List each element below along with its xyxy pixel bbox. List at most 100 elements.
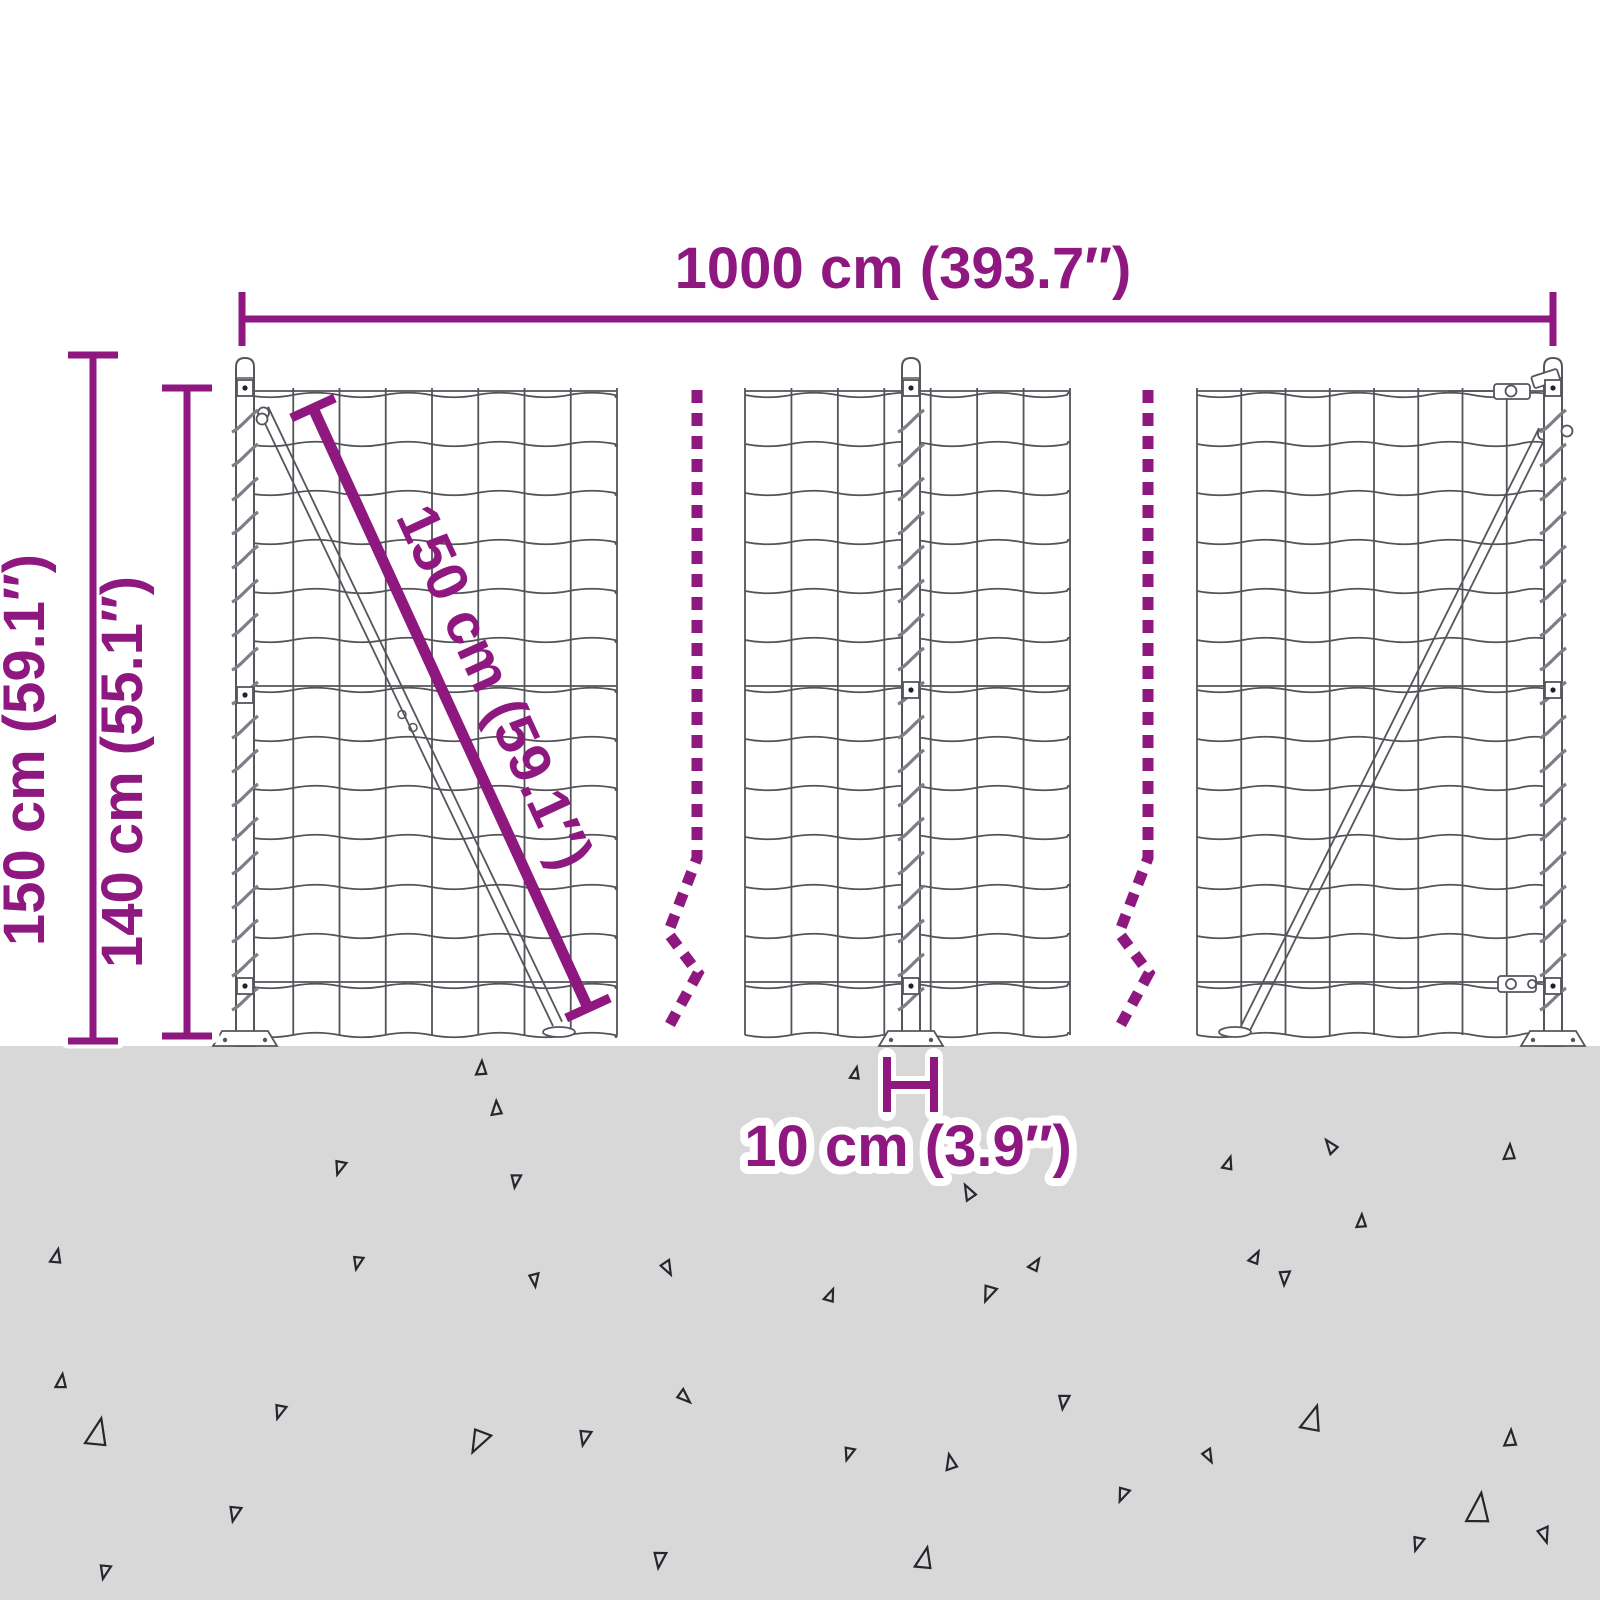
mesh-horizontal-wire bbox=[1196, 686, 1552, 694]
post-spiral-wire bbox=[231, 408, 259, 434]
brace-pole-edge bbox=[267, 406, 563, 1023]
ground-triangle bbox=[335, 1159, 349, 1178]
clamp-bolt bbox=[242, 385, 248, 391]
ground-triangle bbox=[1200, 1446, 1214, 1465]
tensioner-bolt bbox=[1505, 978, 1517, 990]
mesh-panel bbox=[744, 388, 1071, 1039]
dimension-end-tick bbox=[564, 993, 612, 1023]
post-spiral-wire bbox=[897, 578, 925, 604]
mesh-horizontal-wire bbox=[1196, 932, 1552, 940]
diagonal-dimension-line bbox=[308, 405, 593, 1011]
clamp-bolt bbox=[242, 692, 248, 698]
post-spiral-wire bbox=[897, 986, 925, 1012]
mesh-horizontal-wire bbox=[246, 735, 618, 743]
mesh-horizontal-wire bbox=[1196, 735, 1552, 743]
mesh-horizontal-wire bbox=[1196, 1031, 1552, 1039]
mesh-horizontal-wire bbox=[246, 982, 618, 990]
post-spiral-wire bbox=[897, 816, 925, 842]
mesh-horizontal-wire bbox=[246, 489, 618, 497]
ground-triangle bbox=[1535, 1524, 1549, 1546]
ground-triangle bbox=[1220, 1153, 1233, 1171]
post-spiral-wire bbox=[1539, 952, 1567, 978]
mesh-horizontal-wire bbox=[744, 538, 1071, 546]
ground-triangle bbox=[1413, 1535, 1427, 1554]
ground-triangle bbox=[471, 1427, 494, 1456]
mesh-horizontal-wire bbox=[246, 784, 618, 792]
post-spiral-wire bbox=[897, 476, 925, 502]
mesh-horizontal-wire bbox=[744, 932, 1071, 940]
total-height-dimension-label: 150 cm (59.1″) bbox=[0, 554, 57, 946]
ground-triangle bbox=[912, 1544, 932, 1570]
post-spiral-wire bbox=[1539, 510, 1567, 536]
post-spiral-wire bbox=[1539, 646, 1567, 672]
brace-pole-edge bbox=[1249, 432, 1549, 1031]
ground-triangle bbox=[1464, 1489, 1490, 1523]
post-spiral-wire bbox=[897, 408, 925, 434]
post-spiral-wire bbox=[231, 714, 259, 740]
mesh-horizontal-wire bbox=[1196, 833, 1552, 841]
post-spiral-wire bbox=[231, 442, 259, 468]
diagonal-brace bbox=[257, 406, 576, 1038]
ground-triangle bbox=[984, 1284, 999, 1305]
post-spiral-wire bbox=[231, 612, 259, 638]
mesh-height-dimension-label: 140 cm (55.1″) bbox=[90, 576, 155, 968]
mesh-horizontal-wire bbox=[1196, 883, 1552, 891]
ground-triangle bbox=[83, 1415, 107, 1447]
post-spiral-wire bbox=[1539, 850, 1567, 876]
ground-triangle bbox=[945, 1451, 959, 1472]
mesh-horizontal-wire bbox=[246, 440, 618, 448]
post-spiral-wire bbox=[231, 850, 259, 876]
ground-triangle bbox=[1278, 1270, 1292, 1289]
post-spiral-wire bbox=[1539, 612, 1567, 638]
ground-triangle bbox=[848, 1064, 860, 1080]
ground-triangle bbox=[229, 1505, 244, 1525]
base-plate-bolt bbox=[262, 1037, 268, 1043]
post-spiral-wire bbox=[897, 918, 925, 944]
mesh-horizontal-wire bbox=[246, 538, 618, 546]
ground-triangle bbox=[579, 1429, 594, 1449]
clamp-bolt bbox=[908, 385, 914, 391]
mesh-horizontal-wire bbox=[744, 440, 1071, 448]
fence-post bbox=[1448, 356, 1587, 1047]
ground-triangle bbox=[675, 1386, 693, 1405]
clamp-bolt bbox=[1550, 385, 1556, 391]
fence-post bbox=[877, 356, 945, 1047]
mesh-horizontal-wire bbox=[1196, 587, 1552, 595]
ground-triangle bbox=[653, 1551, 669, 1572]
clamp-bolt bbox=[908, 983, 914, 989]
post-spiral-wire bbox=[1539, 782, 1567, 808]
mesh-horizontal-wire bbox=[246, 636, 618, 644]
post-base-plate bbox=[1519, 1030, 1587, 1047]
post-spiral-wire bbox=[1539, 714, 1567, 740]
ground-triangle bbox=[490, 1097, 504, 1117]
fence-post bbox=[211, 356, 279, 1047]
ground-triangle bbox=[53, 1370, 68, 1389]
ground-triangle bbox=[1501, 1141, 1517, 1161]
post-spiral-wire bbox=[897, 442, 925, 468]
post-spiral-wire bbox=[897, 850, 925, 876]
mesh-horizontal-wire bbox=[246, 1031, 618, 1039]
ground-triangle bbox=[658, 1257, 673, 1278]
brace-pole-edge bbox=[258, 410, 554, 1027]
ground-triangle bbox=[1324, 1137, 1340, 1157]
post-spiral-wire bbox=[231, 748, 259, 774]
post-spiral-wire bbox=[231, 816, 259, 842]
post-spacing-dimension-label: 10 cm (3.9″) bbox=[744, 1114, 1072, 1179]
mesh-horizontal-wire bbox=[744, 587, 1071, 595]
mesh-horizontal-wire bbox=[246, 883, 618, 891]
ground-triangle bbox=[1118, 1486, 1132, 1505]
post-spiral-wire bbox=[897, 544, 925, 570]
post-spiral-wire bbox=[231, 510, 259, 536]
ground-triangle bbox=[352, 1255, 366, 1273]
post-spiral-wire bbox=[231, 646, 259, 672]
ground-triangle bbox=[1354, 1211, 1368, 1229]
ground-triangle bbox=[275, 1403, 289, 1422]
ground-surface bbox=[0, 1046, 1600, 1600]
base-plate-bolt bbox=[888, 1037, 894, 1043]
post-spiral-wire bbox=[1539, 918, 1567, 944]
panel-break-dashed-line bbox=[661, 390, 705, 1031]
mesh-horizontal-wire bbox=[744, 735, 1071, 743]
mesh-horizontal-wire bbox=[744, 833, 1071, 841]
ground-triangle bbox=[963, 1182, 978, 1203]
